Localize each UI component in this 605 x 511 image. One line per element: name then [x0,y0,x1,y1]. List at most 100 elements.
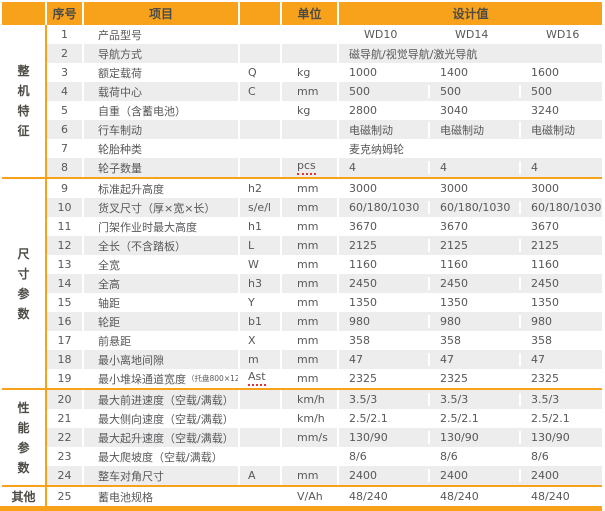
value-cell: 48/240 [339,490,430,503]
value-cells: 1350 1350 1350 [339,293,602,312]
value-span: 磁导航/视觉导航/激光导航 [349,47,478,61]
symbol-label: Ast [248,371,266,386]
unit-label: mm [297,277,319,290]
value-cell: 3.5/3 [531,393,560,406]
item-cell: 最大前进速度（空载/满载） [84,390,240,409]
value-cell: 4 [430,161,521,174]
row-number: 16 [47,312,84,331]
symbol-cell: W [240,255,282,274]
unit-label: km/h [297,412,325,425]
group-label: 整 机 特 征 [2,25,47,177]
symbol-cell [240,25,282,44]
symbol-label: h1 [248,220,262,233]
item-cell: 轮距 [84,312,240,331]
value-cell: 358 [339,334,430,347]
unit-label: kg [297,66,311,79]
value-cell: 2450 [339,277,430,290]
unit-cell: mm [282,293,339,312]
header-cell-unit: 单位 [282,2,339,25]
item-label: 轮胎种类 [98,142,142,156]
unit-label: kg [297,104,311,117]
item-cell: 自重（含蓄电池） [84,101,240,120]
row-number: 4 [47,82,84,101]
value-cell: 1000 [339,66,430,79]
unit-cell: mm [282,255,339,274]
symbol-cell: C [240,82,282,101]
table-row: 6 行车制动 电磁制动 电磁制动 电磁制动 [47,120,602,139]
symbol-cell: Y [240,293,282,312]
value-cell: 130/90 [339,431,430,444]
symbol-label: C [248,85,256,98]
value-cell: 500 [531,85,552,98]
value-cells: 60/180/1030 60/180/1030 60/180/1030 [339,198,602,217]
row-number: 7 [47,139,84,158]
item-cell: 最小离地间隙 [84,350,240,369]
item-label: 标准起升高度 [98,182,164,196]
group-section: 其他 25 蓄电池规格 V/Ah 48/240 48/240 48/240 [2,485,602,507]
value-cells: 500 500 500 [339,82,602,101]
row-number: 18 [47,350,84,369]
value-cell: 1160 [531,258,559,271]
value-cell: WD10 [339,28,430,41]
symbol-label: A [248,469,256,482]
item-label: 产品型号 [98,28,142,42]
unit-cell: mm [282,217,339,236]
unit-label: mm [297,353,319,366]
symbol-cell [240,447,282,466]
group-rows: 1 产品型号 WD10 WD14 WD16 2 导航方式 磁导航/视觉导航/激光导航 3 额定载荷… [47,25,602,177]
item-label: 最大前进速度（空载/满载） [98,393,234,407]
value-cell: 2450 [430,277,521,290]
item-cell: 轴距 [84,293,240,312]
item-cell: 行车制动 [84,120,240,139]
value-cell: 500 [430,85,521,98]
row-number: 24 [47,466,84,485]
value-cell: 3670 [531,220,559,233]
value-cell: 3670 [339,220,430,233]
item-label: 全宽 [98,258,120,272]
item-cell: 轮子数量 [84,158,240,177]
value-cell: 1160 [339,258,430,271]
value-cells: 980 980 980 [339,312,602,331]
value-cell: WD16 [546,28,580,41]
value-cell: 500 [339,85,430,98]
item-cell: 额定载荷 [84,63,240,82]
value-cell: 2.5/2.1 [339,412,430,425]
table-row: 22 最大起升速度（空载/满载） mm/s 130/90 130/90 130/90 [47,428,602,447]
symbol-cell: b1 [240,312,282,331]
table-row: 8 轮子数量 pcs 4 4 4 [47,158,602,177]
value-cells: WD10 WD14 WD16 [339,25,602,44]
unit-cell [282,447,339,466]
unit-cell: V/Ah [282,487,339,506]
value-cells: 2325 2325 2325 [339,369,602,388]
item-cell: 前悬距 [84,331,240,350]
table-row: 20 最大前进速度（空载/满载） km/h 3.5/3 3.5/3 3.5/3 [47,390,602,409]
value-cell: 8/6 [339,450,430,463]
value-cells: 电磁制动 电磁制动 电磁制动 [339,120,602,139]
item-label: 蓄电池规格 [98,490,153,504]
value-cell: 130/90 [430,431,521,444]
item-label: 整车对角尺寸 [98,469,164,483]
group-label: 其他 [2,487,47,507]
header-cell-symbol [240,2,282,25]
symbol-cell: h2 [240,179,282,198]
value-cell: 3000 [430,182,521,195]
value-cells: 1000 1400 1600 [339,63,602,82]
value-cells: 2800 3040 3240 [339,101,602,120]
row-number: 11 [47,217,84,236]
unit-label: mm [297,469,319,482]
symbol-cell [240,101,282,120]
value-cells: 8/6 8/6 8/6 [339,447,602,466]
item-label: 全长（不含踏板） [98,239,186,253]
row-number: 23 [47,447,84,466]
table-row: 16 轮距 b1 mm 980 980 980 [47,312,602,331]
symbol-cell [240,120,282,139]
value-cells: 磁导航/视觉导航/激光导航 [339,44,602,63]
unit-label: km/h [297,393,325,406]
row-number: 8 [47,158,84,177]
value-cell: 2.5/2.1 [430,412,521,425]
row-number: 10 [47,198,84,217]
